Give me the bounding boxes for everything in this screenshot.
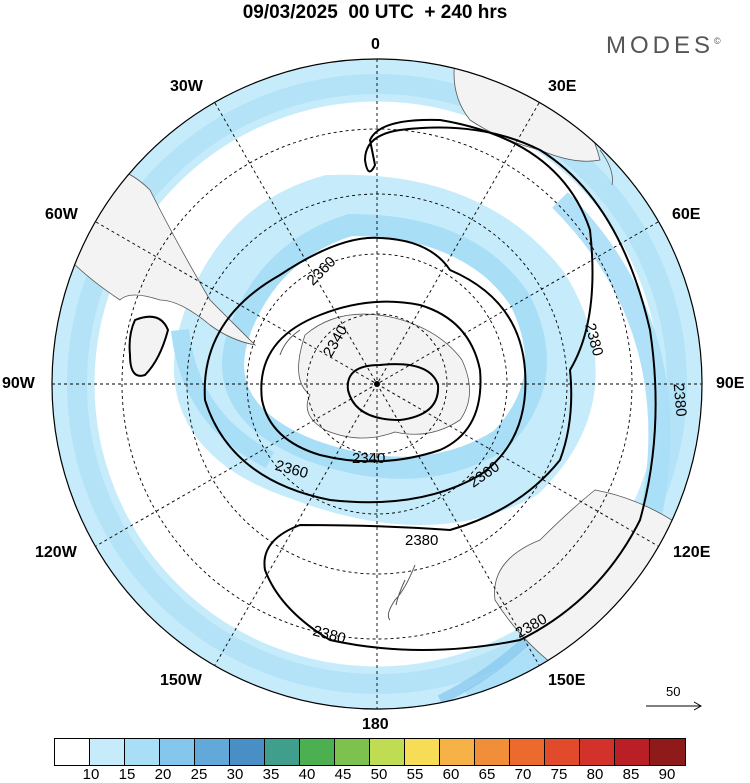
lon-label-30e: 30E [548,78,577,95]
colorbar-label: 40 [298,766,316,783]
map-border [51,58,703,710]
contour-inner-low [346,363,440,422]
colorbar-label: 45 [334,766,352,783]
island-contour-west [128,315,170,377]
lon-label-90w: 90W [2,375,35,392]
colorbar-label: 65 [478,766,496,783]
colorbar-label: 10 [82,766,100,783]
colorbar-label: 85 [622,766,640,783]
colorbar-swatch [405,739,440,765]
colorbar-swatch [195,739,230,765]
colorbar-swatch [125,739,160,765]
colorbar-swatch [440,739,475,765]
colorbar-label: 80 [586,766,604,783]
contour-2360 [203,236,527,504]
colorbar-swatch [545,739,580,765]
modes-logo: MODES© [606,32,721,60]
lon-label-120e: 120E [673,544,711,561]
colorbar-swatch [580,739,615,765]
south-pole-marker [374,381,380,387]
colorbar-swatch [160,739,195,765]
colorbar-label: 70 [514,766,532,783]
lon-label-180: 180 [362,716,389,733]
colorbar-swatch [230,739,265,765]
colorbar-swatch [615,739,650,765]
colorbar-label: 30 [226,766,244,783]
colorbar-swatch [265,739,300,765]
lon-label-0: 0 [371,36,380,53]
contour-2340 [260,300,482,463]
wind-band-inner-core [222,213,547,479]
lon-label-90e: 90E [716,375,745,392]
antarctica-landmass [298,313,470,439]
colorbar [54,738,686,766]
antarctic-peninsula [279,329,301,356]
colorbar-swatch [370,739,405,765]
contour-label: 2340 [352,450,385,467]
copyright-mark: © [714,36,721,46]
colorbar-label: 55 [406,766,424,783]
lon-label-30w: 30W [170,78,203,95]
colorbar-label: 75 [550,766,568,783]
madagascar-outline [599,149,613,186]
colorbar-label: 50 [370,766,388,783]
brand-text: MODES [606,32,715,59]
colorbar-label: 35 [262,766,280,783]
colorbar-label: 60 [442,766,460,783]
colorbar-label: 25 [190,766,208,783]
lon-label-120w: 120W [35,544,77,561]
colorbar-swatch [300,739,335,765]
lon-label-150w: 150W [160,672,202,689]
colorbar-swatch [335,739,370,765]
map-title: 09/03/2025 00 UTC + 240 hrs [242,2,508,23]
contour-label: 2380 [405,532,438,549]
geopotential-contours [203,118,657,651]
lon-label-150e: 150E [548,672,586,689]
contour-2380 [263,118,657,651]
new-zealand-outline [387,564,416,621]
contour-label: 2380 [670,383,690,418]
colorbar-swatch [475,739,510,765]
lon-label-60w: 60W [45,206,78,223]
wind-reference-arrow [646,701,703,711]
lon-label-60e: 60E [672,206,701,223]
colorbar-swatch [55,739,90,765]
colorbar-label: 20 [154,766,172,783]
colorbar-swatch [650,739,685,765]
wind-reference-value: 50 [666,684,681,699]
colorbar-swatch [90,739,125,765]
colorbar-swatch [510,739,545,765]
colorbar-label: 15 [118,766,136,783]
colorbar-label: 90 [658,766,676,783]
